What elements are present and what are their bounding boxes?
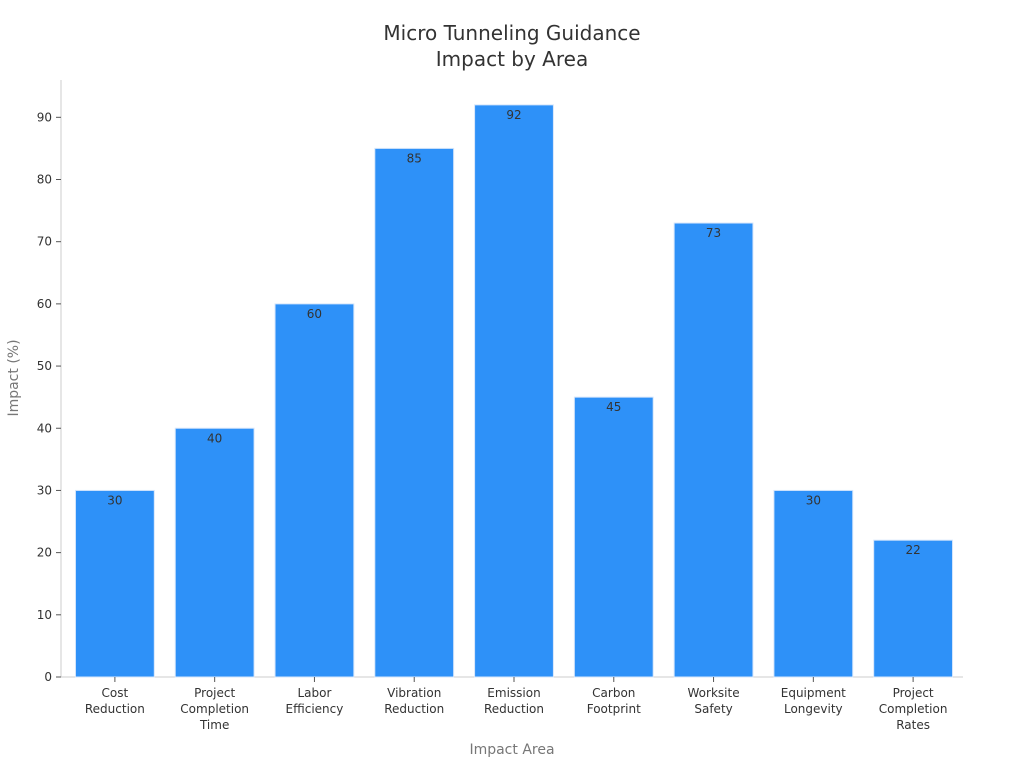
x-tick-label-line: Reduction	[85, 702, 145, 716]
bar	[573, 396, 654, 678]
y-tick-label: 80	[37, 173, 52, 187]
x-tick-label: Emission Reduction	[484, 686, 544, 716]
x-tick-label-line: Completion	[180, 702, 249, 716]
bar	[74, 489, 155, 678]
bar-value-label: 22	[905, 543, 920, 557]
bar-value-label: 73	[706, 226, 721, 240]
x-tick-label-line: Labor	[297, 686, 331, 700]
x-tick-label: Vibration Reduction	[384, 686, 444, 716]
x-tick-label-line: Reduction	[384, 702, 444, 716]
bar	[673, 222, 754, 678]
bar-value-label: 30	[806, 493, 821, 507]
y-tick-label: 90	[37, 110, 52, 124]
y-tick-label: 30	[37, 483, 52, 497]
bar	[873, 539, 954, 678]
x-tick-label-line: Worksite	[688, 686, 740, 700]
bar	[174, 427, 255, 678]
x-tick-label-line: Rates	[896, 718, 930, 732]
y-tick-label: 0	[44, 670, 52, 684]
x-tick-label: Cost Reduction	[85, 686, 145, 716]
bar	[773, 489, 854, 678]
bar	[374, 147, 455, 678]
x-tick-label-line: Completion	[879, 702, 948, 716]
x-tick-label: Equipment Longevity	[781, 686, 846, 716]
x-tick-label-line: Efficiency	[286, 702, 344, 716]
bar-value-label: 45	[606, 400, 621, 414]
x-tick-label: Project Completion Time	[180, 686, 249, 732]
bar-value-label: 60	[307, 307, 322, 321]
bar-value-label: 40	[207, 431, 222, 445]
y-tick-label: 10	[37, 608, 52, 622]
x-tick-label-line: Emission	[487, 686, 540, 700]
x-tick-label-line: Project	[893, 686, 934, 700]
x-tick-label-line: Carbon	[592, 686, 635, 700]
chart-title-line-2: Impact by Area	[435, 47, 589, 71]
bar	[474, 104, 554, 678]
chart-title-line-1: Micro Tunneling Guidance	[383, 21, 641, 45]
x-axis-label: Impact Area	[469, 742, 555, 758]
bar-value-label: 85	[407, 151, 422, 165]
bar-value-label: 92	[506, 108, 521, 122]
x-tick-label: Labor Efficiency	[286, 686, 344, 716]
x-tick-label: Worksite Safety	[688, 686, 740, 716]
chart-title: Micro Tunneling Guidance Impact by Area	[0, 20, 1024, 72]
x-tick-label-line: Footprint	[587, 702, 641, 716]
y-tick-label: 40	[37, 421, 52, 435]
x-tick-label: Carbon Footprint	[587, 686, 641, 716]
bar-value-label: 30	[107, 493, 122, 507]
x-tick-label: Project Completion Rates	[879, 686, 948, 732]
x-tick-label-line: Time	[199, 718, 229, 732]
x-tick-label-line: Safety	[694, 702, 732, 716]
y-tick-label: 20	[37, 546, 52, 560]
x-tick-label-line: Cost	[102, 686, 129, 700]
x-tick-label-line: Vibration	[387, 686, 441, 700]
x-tick-label-line: Equipment	[781, 686, 846, 700]
y-tick-label: 70	[37, 235, 52, 249]
x-tick-label-line: Reduction	[484, 702, 544, 716]
x-tick-label-line: Project	[194, 686, 235, 700]
y-tick-label: 50	[37, 359, 52, 373]
x-tick-label-line: Longevity	[784, 702, 843, 716]
bar	[274, 303, 355, 678]
y-tick-label: 60	[37, 297, 52, 311]
